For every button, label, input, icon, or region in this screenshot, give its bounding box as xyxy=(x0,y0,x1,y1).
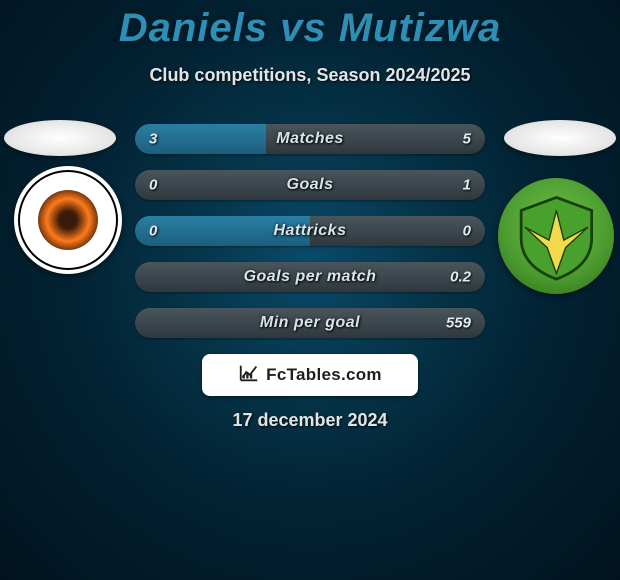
date-label: 17 december 2024 xyxy=(0,410,620,431)
chart-icon xyxy=(238,362,260,389)
club-badge-right xyxy=(498,178,614,294)
stat-bar: 3 5 Matches xyxy=(135,124,485,154)
stat-bar: 559 Min per goal xyxy=(135,308,485,338)
stat-value-right: 5 xyxy=(463,131,471,148)
brand-pill: FcTables.com xyxy=(202,354,418,396)
club-badge-left xyxy=(14,166,122,274)
stats-bars-container: 3 5 Matches 0 1 Goals 0 0 Hattricks 0.2 Goals per … xyxy=(135,124,485,354)
stat-label: Goals per match xyxy=(244,268,377,286)
stat-value-left: 0 xyxy=(149,177,157,194)
player-left-avatar xyxy=(4,120,116,156)
stat-label: Goals xyxy=(287,176,334,194)
stat-value-right: 0.2 xyxy=(450,269,471,286)
brand-text: FcTables.com xyxy=(266,365,382,385)
stat-label: Matches xyxy=(276,130,344,148)
player-right-avatar xyxy=(504,120,616,156)
stat-label: Hattricks xyxy=(274,222,347,240)
stat-value-left: 0 xyxy=(149,223,157,240)
stat-bar: 0 0 Hattricks xyxy=(135,216,485,246)
stat-bar: 0 1 Goals xyxy=(135,170,485,200)
stat-value-left: 3 xyxy=(149,131,157,148)
stat-label: Min per goal xyxy=(260,314,360,332)
page-title: Daniels vs Mutizwa xyxy=(0,0,620,51)
stat-value-right: 1 xyxy=(463,177,471,194)
season-subtitle: Club competitions, Season 2024/2025 xyxy=(0,65,620,86)
stat-value-right: 559 xyxy=(446,315,471,332)
stat-value-right: 0 xyxy=(463,223,471,240)
stat-bar: 0.2 Goals per match xyxy=(135,262,485,292)
